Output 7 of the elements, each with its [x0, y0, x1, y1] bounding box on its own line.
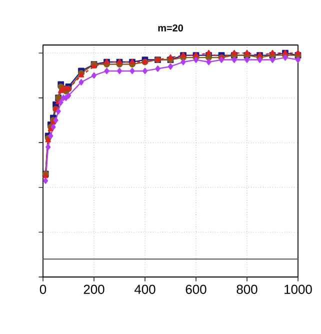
- x-tick-label: 400: [134, 284, 156, 294]
- chart-title: m=20: [158, 24, 183, 32]
- x-tick-label: 600: [186, 284, 206, 294]
- x-tick-label: 200: [84, 284, 104, 294]
- x-tick-label: 1000: [284, 284, 312, 294]
- x-tick-label: 800: [236, 284, 258, 294]
- x-tick-label: 0: [40, 284, 46, 294]
